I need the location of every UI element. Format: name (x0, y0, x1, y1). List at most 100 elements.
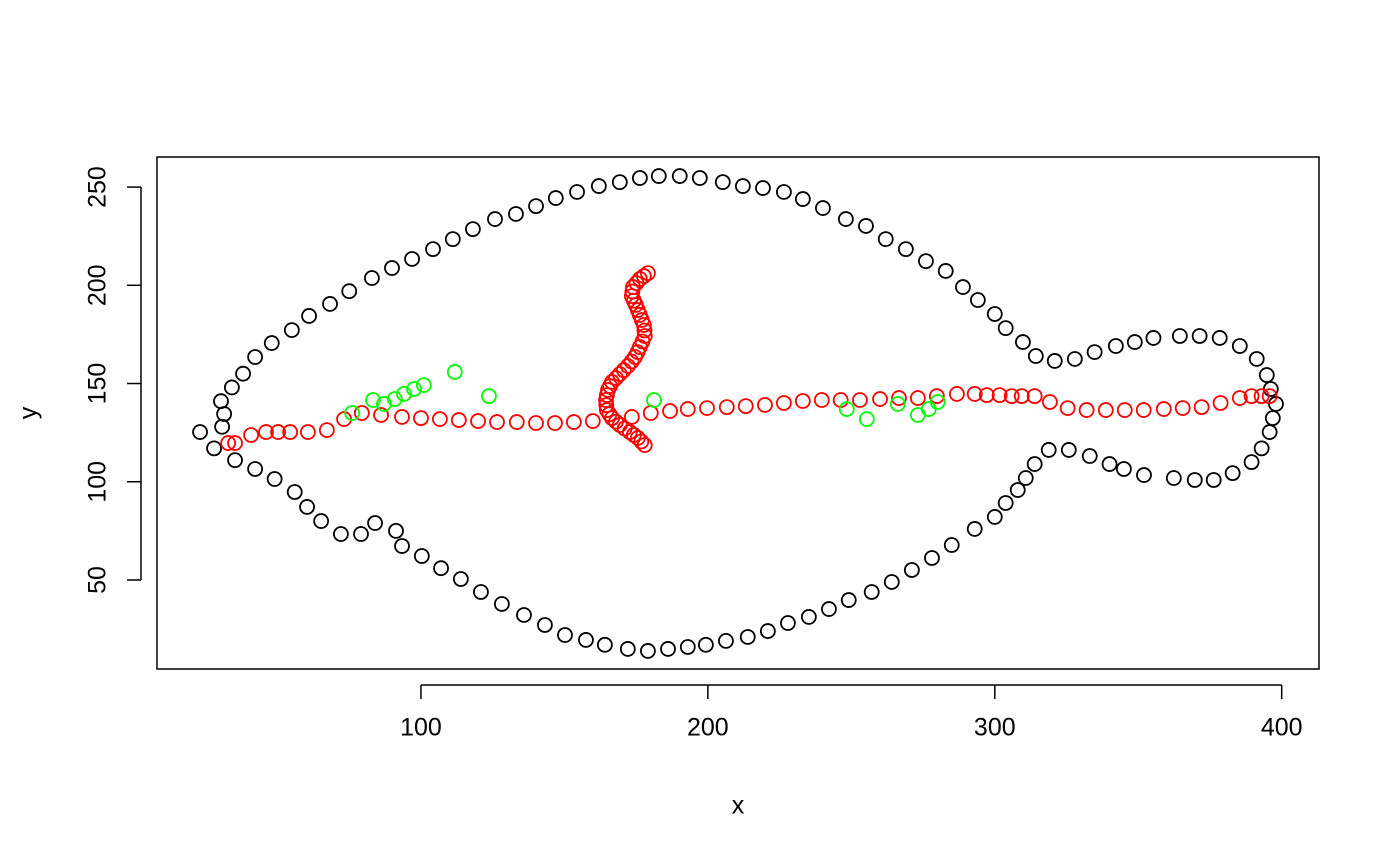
point (780, 615, 796, 631)
point (598, 397, 615, 414)
point (1046, 353, 1063, 369)
point (243, 427, 260, 443)
point (909, 390, 926, 406)
point (569, 184, 585, 200)
point (415, 377, 432, 394)
point (623, 409, 640, 425)
point (679, 639, 696, 655)
point (794, 393, 811, 409)
point (1059, 400, 1076, 416)
point (300, 424, 316, 440)
point (1003, 388, 1020, 405)
point (528, 415, 544, 431)
point (821, 601, 837, 617)
point (547, 190, 564, 206)
point (737, 398, 754, 415)
point (1078, 402, 1095, 418)
point (388, 522, 404, 539)
point (679, 401, 696, 417)
point (1253, 388, 1270, 405)
point (216, 406, 233, 422)
y-tick-label: 250 (84, 166, 112, 208)
point (837, 211, 854, 227)
point (660, 641, 676, 657)
point (406, 381, 422, 397)
point (631, 170, 648, 186)
point (937, 263, 954, 279)
point (1171, 328, 1188, 344)
point (413, 410, 429, 427)
point (1040, 442, 1057, 458)
point (1264, 410, 1281, 427)
point (852, 392, 868, 408)
point (918, 253, 934, 270)
point (955, 279, 971, 295)
point (1165, 470, 1182, 486)
point (1258, 367, 1275, 383)
point (1013, 388, 1030, 405)
y-tick-label: 50 (84, 566, 112, 594)
point (431, 411, 448, 427)
point (986, 509, 1003, 525)
point (662, 403, 678, 419)
point (481, 388, 497, 405)
point (516, 607, 532, 623)
point (433, 560, 449, 577)
point (590, 178, 607, 194)
point (394, 538, 410, 554)
point (734, 178, 751, 194)
point (897, 241, 914, 258)
plot-frame (156, 156, 1320, 670)
y-tick-label: 100 (84, 461, 112, 503)
point (1261, 388, 1278, 405)
point (557, 627, 573, 643)
point (636, 328, 653, 344)
point (367, 515, 383, 531)
point (258, 424, 274, 440)
point (601, 406, 618, 423)
x-tick-label: 200 (687, 714, 729, 742)
point (223, 379, 240, 396)
point (924, 550, 940, 566)
point (247, 461, 264, 477)
point (619, 641, 636, 657)
point (1136, 467, 1152, 483)
point (396, 386, 412, 402)
point (425, 241, 441, 258)
point (227, 452, 243, 469)
point (1231, 390, 1248, 406)
point (384, 260, 400, 276)
point (813, 392, 830, 408)
point (444, 231, 461, 248)
point (286, 484, 303, 500)
point (365, 392, 381, 408)
point (863, 584, 880, 600)
point (1261, 424, 1278, 440)
point (493, 596, 510, 612)
point (966, 386, 983, 402)
point (714, 174, 731, 191)
point (299, 499, 315, 515)
point (840, 592, 857, 608)
point (584, 413, 601, 429)
point (464, 221, 481, 238)
point (872, 391, 888, 407)
point (266, 471, 283, 487)
point (1026, 456, 1043, 472)
point (596, 636, 613, 653)
point (322, 296, 338, 312)
point (800, 609, 817, 625)
point (1107, 338, 1124, 354)
point (450, 412, 467, 428)
point (489, 414, 505, 430)
point (776, 184, 792, 200)
point (363, 270, 380, 286)
point (997, 320, 1014, 337)
point (1017, 470, 1034, 486)
point (394, 409, 410, 425)
point (578, 632, 594, 648)
point (1115, 461, 1132, 477)
point (1155, 401, 1172, 417)
point (528, 198, 544, 215)
